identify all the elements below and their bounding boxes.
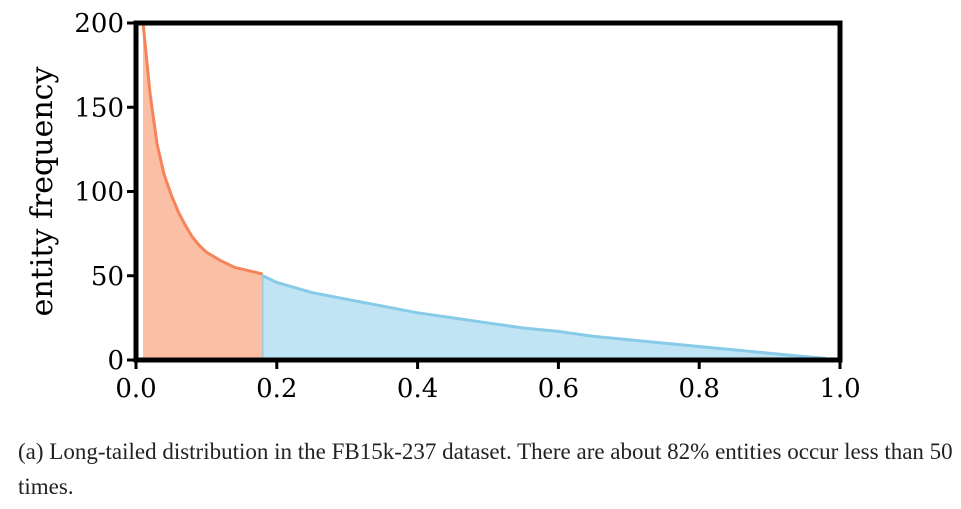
y-tick-label: 50 xyxy=(91,262,124,292)
chart: 0.0 0.2 0.4 0.6 0.8 1.0 0 50 100 150 200 entity f… xyxy=(25,9,861,404)
y-tick-label: 200 xyxy=(74,9,124,39)
y-tick-label: 0 xyxy=(107,346,124,376)
y-axis: 0 50 100 150 200 xyxy=(74,9,136,376)
area-fills xyxy=(143,23,826,360)
x-tick-label: 0.6 xyxy=(538,374,579,404)
x-tick-label: 0.4 xyxy=(397,374,438,404)
series-line-1 xyxy=(262,274,827,360)
series-line-0 xyxy=(141,22,264,276)
area-fill-0 xyxy=(143,23,263,360)
caption-label: (a) xyxy=(18,439,44,464)
x-tick-label: 0.8 xyxy=(679,374,720,404)
series-lines xyxy=(141,22,827,360)
x-tick-label: 0.0 xyxy=(115,374,156,404)
area-fill-1 xyxy=(262,275,826,360)
x-axis: 0.0 0.2 0.4 0.6 0.8 1.0 xyxy=(115,360,861,404)
x-tick-label: 1.0 xyxy=(819,374,860,404)
figure-caption: (a) Long-tailed distribution in the FB15… xyxy=(18,434,953,504)
y-tick-label: 150 xyxy=(74,93,124,123)
x-tick-label: 0.2 xyxy=(256,374,297,404)
y-tick-label: 100 xyxy=(74,178,124,208)
caption-text: Long-tailed distribution in the FB15k-23… xyxy=(18,439,953,499)
y-axis-label: entity frequency xyxy=(25,67,60,317)
